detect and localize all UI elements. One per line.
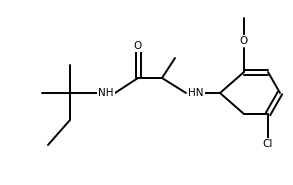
Text: O: O bbox=[240, 36, 248, 46]
Text: NH: NH bbox=[98, 88, 114, 98]
Text: HN: HN bbox=[188, 88, 204, 98]
Text: O: O bbox=[134, 41, 142, 51]
Text: Cl: Cl bbox=[263, 139, 273, 149]
